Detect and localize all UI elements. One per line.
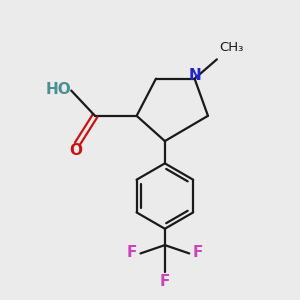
Text: HO: HO xyxy=(46,82,72,97)
Text: O: O xyxy=(69,143,82,158)
Text: N: N xyxy=(188,68,201,82)
Text: F: F xyxy=(160,274,170,289)
Text: F: F xyxy=(193,245,203,260)
Text: CH₃: CH₃ xyxy=(219,41,244,54)
Text: F: F xyxy=(126,245,137,260)
